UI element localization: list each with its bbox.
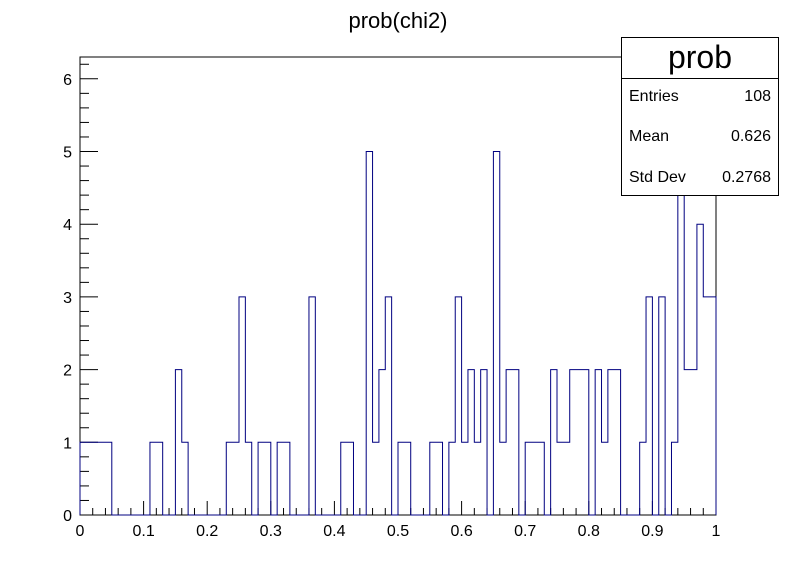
x-tick-label: 0.6 bbox=[450, 523, 472, 540]
stats-entries-label: Entries bbox=[629, 88, 679, 105]
stats-stddev-label: Std Dev bbox=[629, 169, 686, 186]
x-tick-label: 0.7 bbox=[514, 523, 536, 540]
y-axis: 0 1 2 3 4 5 6 bbox=[63, 63, 98, 525]
plot-area bbox=[79, 56, 717, 516]
histogram-line bbox=[79, 78, 717, 516]
y-tick-label: 2 bbox=[63, 363, 72, 380]
stats-entries-value: 108 bbox=[744, 88, 771, 105]
stats-box-title: prob bbox=[622, 38, 778, 79]
x-tick-label: 0.9 bbox=[641, 523, 663, 540]
x-tick-label: 0.2 bbox=[196, 523, 218, 540]
x-tick-label: 1 bbox=[712, 523, 721, 540]
stats-entries-row: Entries 108 bbox=[629, 88, 771, 112]
stats-stddev-value: 0.2768 bbox=[722, 169, 771, 186]
chart-title: prob(chi2) bbox=[348, 8, 448, 33]
x-tick-label: 0.5 bbox=[387, 523, 409, 540]
x-tick-label: 0 bbox=[76, 523, 85, 540]
x-tick-label: 0.1 bbox=[132, 523, 154, 540]
y-tick-label: 6 bbox=[63, 72, 72, 89]
stats-mean-label: Mean bbox=[629, 128, 670, 145]
y-tick-label: 3 bbox=[63, 290, 72, 307]
stats-box: prob Entries 108 Mean 0.626 Std Dev 0.27… bbox=[621, 37, 779, 196]
x-tick-label: 0.4 bbox=[323, 523, 345, 540]
y-tick-label: 4 bbox=[63, 217, 72, 234]
stats-stddev-row: Std Dev 0.2768 bbox=[629, 169, 771, 193]
stats-mean-row: Mean 0.626 bbox=[629, 128, 771, 152]
x-tick-label: 0.3 bbox=[260, 523, 282, 540]
y-tick-label: 5 bbox=[63, 145, 72, 162]
stats-mean-value: 0.626 bbox=[730, 128, 771, 145]
x-tick-label: 0.8 bbox=[578, 523, 600, 540]
y-tick-label: 1 bbox=[63, 435, 72, 452]
y-tick-label: 0 bbox=[63, 508, 72, 525]
